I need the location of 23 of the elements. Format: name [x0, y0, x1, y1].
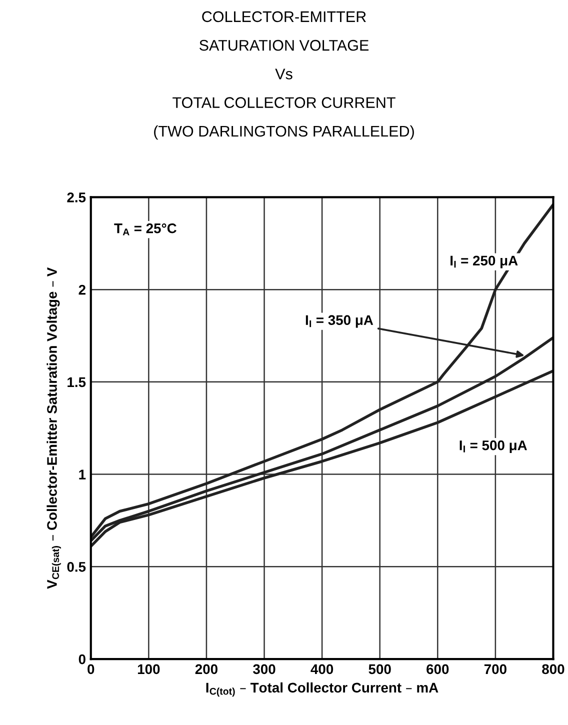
x-tick-label: 400 [310, 664, 334, 674]
x-axis-title: I$_{C(tot)}$ – Total Collector Current – mA [206, 682, 438, 697]
x-tick-label: 0 [88, 664, 94, 674]
x-tick-label: 600 [426, 664, 449, 674]
x-tick-label: 500 [368, 664, 391, 674]
y-tick-label: 2.5 [67, 192, 86, 202]
y-axis-title: V$_{CE(sat)}$ – Collector-Emitter Saturation Voltage – V [46, 267, 61, 589]
line-series [90, 203, 554, 538]
annotation: I$_{I}$ = 500 μA [460, 440, 527, 453]
annotation: T$_{A}$ = 25°C [114, 223, 176, 236]
x-tick-label: 700 [484, 664, 506, 674]
x-tick-label: 100 [138, 664, 160, 674]
x-tick-label: 800 [542, 664, 564, 674]
y-tick-label: 1.5 [68, 377, 86, 388]
x-tick-label: 300 [252, 664, 276, 674]
y-tick-label: 2 [78, 284, 86, 295]
chart-title: COLLECTOR-EMITTER SATURATION VOLTAGE Vs TOTAL COLLECTOR CURRENT (TWO DARLINGTONS PARALLELED) [154, 11, 414, 140]
y-tick-label: 0.5 [67, 562, 86, 572]
x-tick-label: 200 [195, 664, 218, 674]
annotation: I$_{I}$ = 350 μA [306, 315, 374, 328]
annotation: I$_{I}$ = 250 μA [450, 256, 518, 268]
y-tick-label: 1 [79, 470, 86, 480]
y-tick-label: 0 [78, 654, 86, 664]
